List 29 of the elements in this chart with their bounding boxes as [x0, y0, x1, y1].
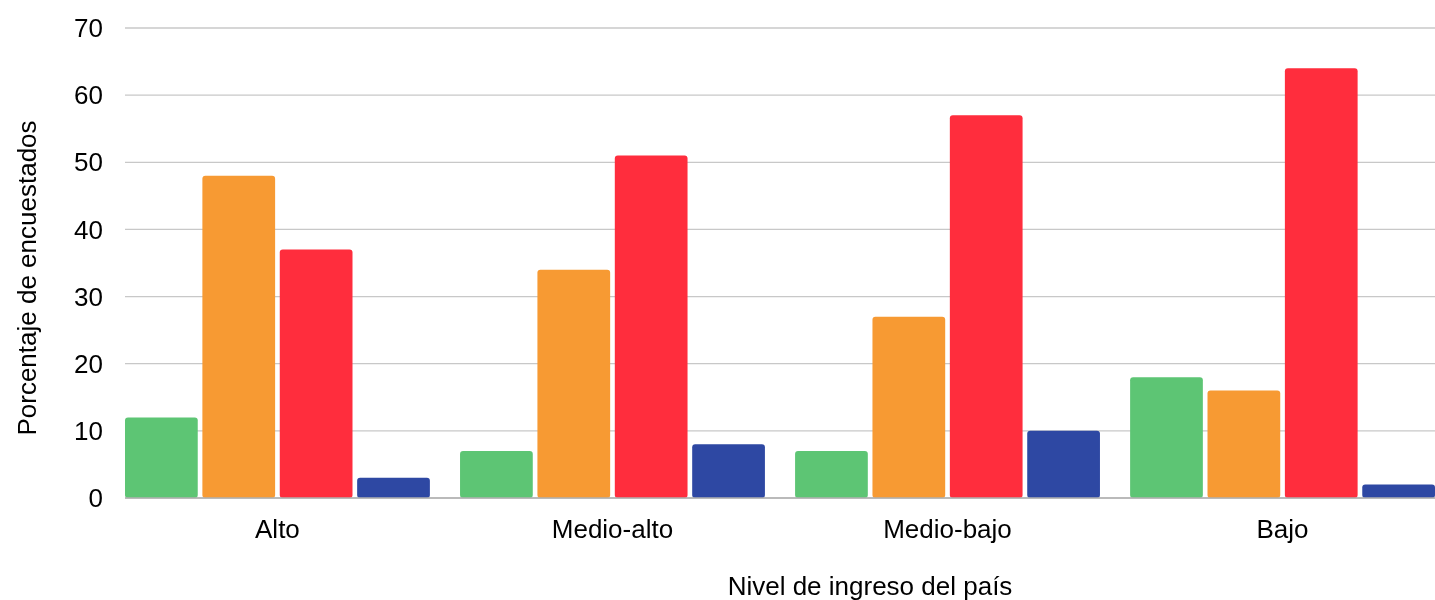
- bar: [537, 269, 611, 498]
- y-axis-title: Porcentaje de encuestados: [12, 120, 42, 436]
- bar: [1207, 390, 1281, 498]
- bar: [357, 477, 430, 498]
- y-tick-label: 70: [74, 13, 103, 44]
- bar: [202, 175, 276, 498]
- x-tick-label: Alto: [255, 514, 300, 544]
- bar: [614, 155, 688, 498]
- y-tick-label: 30: [74, 281, 103, 312]
- bar: [1284, 68, 1358, 498]
- bar: [279, 249, 353, 498]
- y-tick-label: 0: [88, 483, 103, 514]
- bar: [949, 115, 1023, 498]
- y-tick-label: 40: [74, 214, 103, 245]
- bar: [795, 451, 868, 498]
- x-tick-label: Bajo: [1256, 514, 1309, 544]
- bar: [125, 417, 198, 498]
- bar: [692, 444, 765, 498]
- y-tick-label: 20: [74, 348, 103, 379]
- x-tick-label: Medio-bajo: [883, 514, 1012, 544]
- bar: [460, 451, 533, 498]
- bar: [872, 316, 946, 498]
- x-axis-title: Nivel de ingreso del país: [727, 571, 1013, 600]
- y-tick-label: 50: [74, 147, 103, 178]
- bar: [1027, 430, 1100, 498]
- x-tick-label: Medio-alto: [551, 514, 674, 544]
- y-tick-label: 10: [74, 415, 103, 446]
- bar: [1130, 377, 1203, 498]
- y-tick-label: 60: [74, 80, 103, 111]
